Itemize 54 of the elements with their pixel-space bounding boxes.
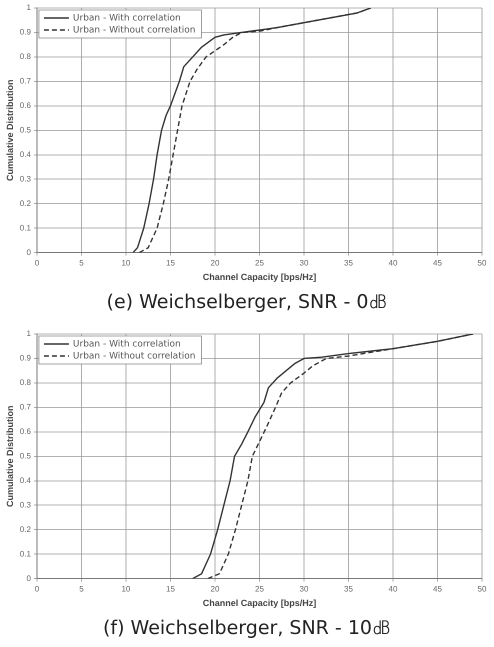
x-tick-label: 5 xyxy=(79,584,84,594)
y-tick-label: 0.1 xyxy=(20,549,32,558)
x-tick-label: 5 xyxy=(79,258,84,268)
x-axis-title: Channel Capacity [bps/Hz] xyxy=(202,272,316,282)
x-axis-title: Channel Capacity [bps/Hz] xyxy=(202,598,316,608)
y-tick-label: 0.3 xyxy=(20,500,32,510)
text: (f) Weichselberger, SNR - 10㏈ xyxy=(102,616,392,641)
x-tick-label: 0 xyxy=(34,258,40,268)
x-tick-label: 40 xyxy=(388,584,398,594)
y-tick-label: 0 xyxy=(26,574,32,583)
x-tick-label: 35 xyxy=(344,258,354,268)
y-tick-label: 0.4 xyxy=(20,476,32,485)
x-tick-label: 15 xyxy=(166,258,176,268)
y-tick-label: 0.1 xyxy=(20,223,32,232)
y-tick-label: 0.8 xyxy=(20,378,32,388)
y-tick-label: 0.7 xyxy=(20,402,32,412)
x-tick-label: 10 xyxy=(121,584,131,594)
y-tick-label: 0.4 xyxy=(20,150,32,159)
y-tick-label: 0.5 xyxy=(20,126,32,135)
y-tick-label: 1 xyxy=(26,329,32,338)
legend-label: Urban - With correlation xyxy=(72,339,181,350)
legend-label: Urban - With correlation xyxy=(72,13,181,24)
y-tick-label: 0.9 xyxy=(20,28,32,37)
y-tick-label: 0.9 xyxy=(20,354,32,363)
x-tick-label: 0 xyxy=(34,584,40,594)
y-tick-label: 0 xyxy=(26,248,32,257)
x-tick-label: 45 xyxy=(433,258,442,268)
x-tick-label: 25 xyxy=(255,258,264,268)
x-tick-label: 50 xyxy=(478,258,487,268)
x-tick-label: 20 xyxy=(210,584,220,594)
y-tick-label: 0.3 xyxy=(20,174,32,184)
x-tick-label: 45 xyxy=(433,584,442,594)
x-tick-label: 25 xyxy=(255,584,264,594)
x-tick-label: 30 xyxy=(300,258,309,268)
y-tick-label: 0.6 xyxy=(20,101,32,110)
legend-label: Urban - Without correlation xyxy=(72,351,196,362)
y-tick-label: 0.2 xyxy=(20,198,32,208)
y-tick-label: 0.8 xyxy=(20,52,32,62)
y-axis-title: Cumulative Distribution xyxy=(4,406,15,508)
y-tick-label: 1 xyxy=(26,3,32,12)
text: (e) Weichselberger, SNR - 0㏈ xyxy=(106,290,388,315)
y-tick-label: 0.6 xyxy=(20,427,32,436)
x-tick-label: 10 xyxy=(121,258,131,268)
y-tick-label: 0.2 xyxy=(20,524,32,534)
x-tick-label: 20 xyxy=(210,258,220,268)
x-tick-label: 40 xyxy=(388,258,398,268)
x-tick-label: 15 xyxy=(166,584,176,594)
x-tick-label: 50 xyxy=(478,584,487,594)
y-axis-title: Cumulative Distribution xyxy=(4,80,15,182)
legend-label: Urban - Without correlation xyxy=(72,25,196,36)
y-tick-label: 0.7 xyxy=(20,76,32,86)
x-tick-label: 30 xyxy=(300,584,309,594)
y-tick-label: 0.5 xyxy=(20,452,32,461)
x-tick-label: 35 xyxy=(344,584,354,594)
